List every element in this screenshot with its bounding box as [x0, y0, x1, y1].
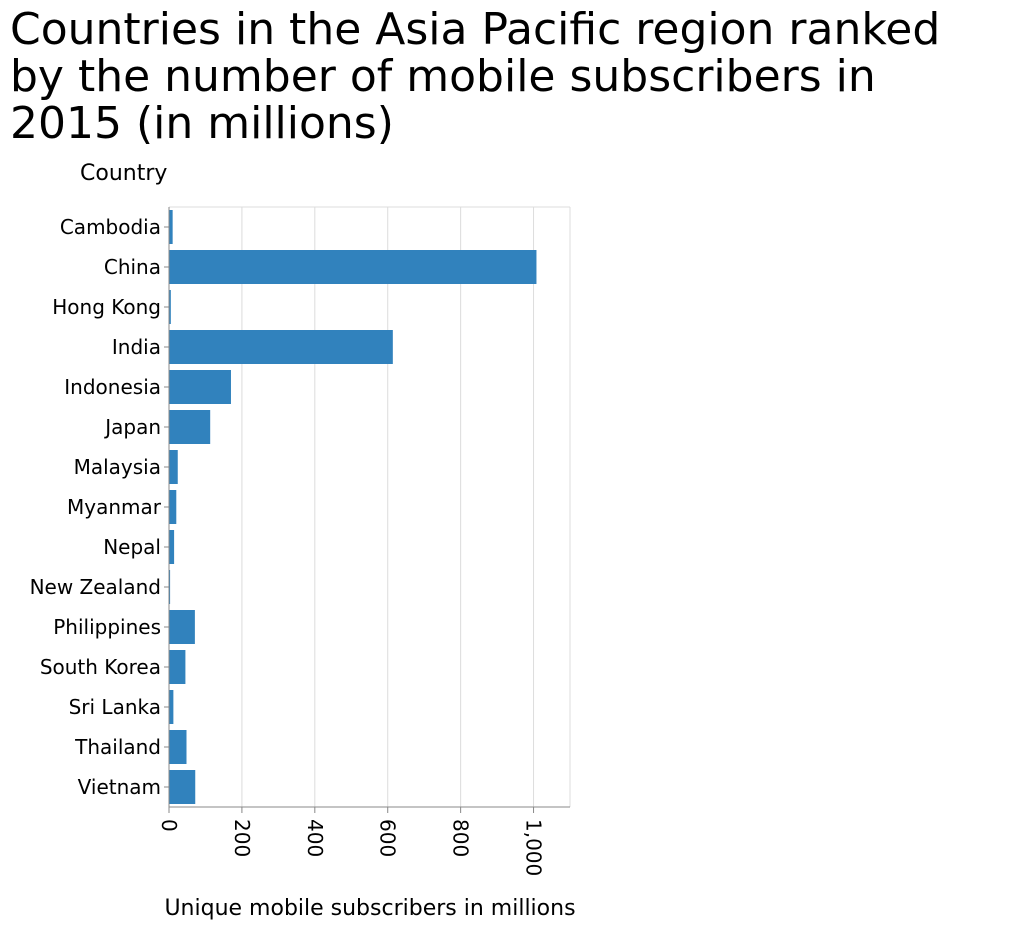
y-tick-label: Japan	[103, 415, 161, 439]
y-tick-label: New Zealand	[30, 575, 161, 599]
y-axis-title: Country	[80, 161, 167, 186]
bar-nepal	[169, 530, 175, 564]
y-tick-label: Thailand	[74, 735, 161, 759]
bar-china	[169, 250, 537, 284]
x-tick-label: 0	[157, 819, 181, 832]
y-tick-label: Nepal	[103, 535, 161, 559]
y-tick-label: South Korea	[40, 655, 161, 679]
bar-indonesia	[169, 370, 231, 404]
bar-malaysia	[169, 450, 178, 484]
bar-vietnam	[169, 770, 196, 804]
grid-lines	[168, 206, 571, 807]
x-tick-label: 800	[449, 819, 473, 857]
bar-india	[169, 330, 393, 364]
x-tick-label: 200	[230, 819, 254, 857]
y-tick-label: Philippines	[53, 615, 161, 639]
y-tick-label: India	[112, 335, 161, 359]
x-tick-label: 400	[303, 819, 327, 857]
x-tick-label: 1,000	[522, 819, 546, 876]
x-axis-title: Unique mobile subscribers in millions	[164, 896, 575, 921]
y-tick-label: Sri Lanka	[69, 695, 161, 719]
x-tick-label: 600	[376, 819, 400, 857]
axes: Cambodia China Hong Kong India Indonesia Japa…	[30, 207, 570, 876]
y-tick-label: Vietnam	[78, 775, 161, 799]
bar-hong-kong	[169, 290, 171, 324]
y-tick-label: Myanmar	[67, 495, 162, 519]
bar-philippines	[169, 610, 195, 644]
y-tick-label: Malaysia	[74, 455, 161, 479]
bar-sri-lanka	[169, 690, 174, 724]
bars	[169, 210, 537, 804]
bar-south-korea	[169, 650, 186, 684]
y-tick-label: Hong Kong	[52, 295, 161, 319]
y-tick-label: China	[104, 255, 161, 279]
bar-japan	[169, 410, 211, 444]
bar-new-zealand	[169, 570, 171, 604]
bar-thailand	[169, 730, 187, 764]
y-tick-label: Indonesia	[64, 375, 161, 399]
chart-title: Countries in the Asia Pacific region ran…	[10, 4, 941, 149]
y-tick-label: Cambodia	[60, 215, 161, 239]
bar-cambodia	[169, 210, 173, 244]
bar-myanmar	[169, 490, 177, 524]
